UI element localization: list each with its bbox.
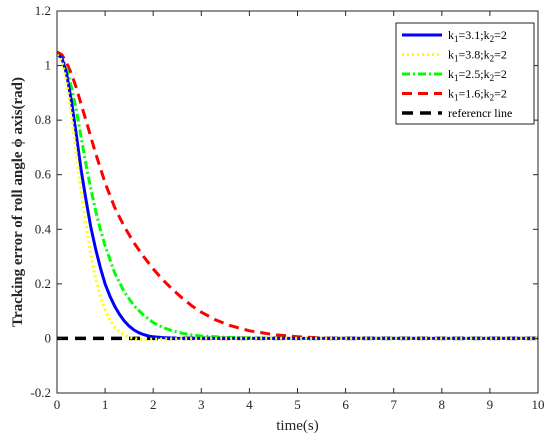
series-layer xyxy=(55,50,538,341)
x-tick-label: 1 xyxy=(102,397,109,412)
y-tick-label: 0.2 xyxy=(35,276,51,291)
y-tick-label: -0.2 xyxy=(30,385,51,400)
x-axis-label: time(s) xyxy=(276,418,319,434)
legend-subscript: 1 xyxy=(454,54,459,64)
y-tick-label: 0 xyxy=(45,330,52,345)
legend-subscript: 2 xyxy=(490,34,495,44)
legend-subscript: 1 xyxy=(454,73,459,83)
legend-entry-4: k1=1.6;k2=2 xyxy=(448,87,507,103)
x-tick-label: 9 xyxy=(487,397,494,412)
legend-entry-3: k1=2.5;k2=2 xyxy=(448,67,507,83)
x-tick-label: 10 xyxy=(532,397,545,412)
y-tick-label: 1 xyxy=(45,58,52,73)
legend-text-part: k xyxy=(448,28,454,42)
y-tick-label: 0.8 xyxy=(35,112,51,127)
legend-text-part: =2.5;k xyxy=(459,67,490,81)
legend-text-part: =1.6;k xyxy=(459,87,490,101)
legend-text-part: k xyxy=(448,87,454,101)
legend-text-part: =2 xyxy=(494,87,507,101)
series-line-3 xyxy=(56,53,538,340)
tick-labels: 0 1 2 3 4 5 6 7 8 9 10-0.200.20.40.60.811.2 xyxy=(30,3,544,412)
legend-text-part: k xyxy=(448,48,454,62)
x-tick-label: 7 xyxy=(390,397,397,412)
series-line-2 xyxy=(55,53,538,341)
series-line-1 xyxy=(56,53,538,340)
y-tick-label: 0.6 xyxy=(35,167,52,182)
x-tick-label: 6 xyxy=(342,397,349,412)
legend-subscript: 2 xyxy=(490,73,495,83)
legend-subscript: 2 xyxy=(490,54,495,64)
x-tick-label: 5 xyxy=(294,397,301,412)
legend-text-part: =3.1;k xyxy=(459,28,490,42)
legend: k1=3.1;k2=2k1=3.8;k2=2k1=2.5;k2=2k1=1.6;… xyxy=(395,22,535,125)
legend-text-part: k xyxy=(448,67,454,81)
legend-text-part: =2 xyxy=(494,67,507,81)
legend-subscript: 1 xyxy=(454,93,459,103)
x-tick-label: 4 xyxy=(246,397,253,412)
legend-subscript: 2 xyxy=(490,93,495,103)
x-tick-label: 3 xyxy=(198,397,205,412)
x-tick-label: 2 xyxy=(150,397,157,412)
x-tick-label: 0 xyxy=(54,397,61,412)
axes xyxy=(56,10,539,394)
legend-subscript: 1 xyxy=(454,34,459,44)
legend-entry-5: referencr line xyxy=(448,106,512,120)
x-tick-label: 8 xyxy=(439,397,446,412)
y-axis-label: Tracking error of roll angle ϕ axis(rad) xyxy=(10,77,26,327)
y-tick-label: 1.2 xyxy=(35,3,51,18)
legend-text-part: =2 xyxy=(494,48,507,62)
legend-text-part: referencr line xyxy=(448,106,512,120)
legend-entry-1: k1=3.1;k2=2 xyxy=(448,28,507,44)
legend-entry-2: k1=3.8;k2=2 xyxy=(448,48,507,64)
legend-text-part: =3.8;k xyxy=(459,48,490,62)
y-tick-label: 0.4 xyxy=(35,221,52,236)
legend-text-part: =2 xyxy=(494,28,507,42)
